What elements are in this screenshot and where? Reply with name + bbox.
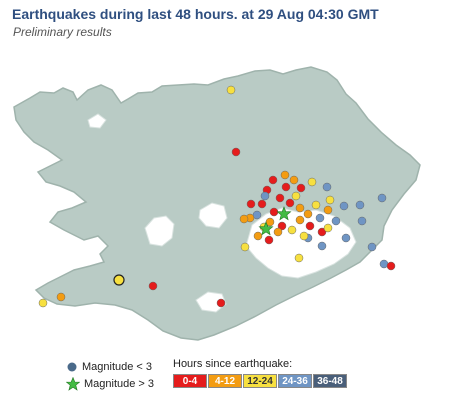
earthquake-marker [273,227,283,237]
earthquake-marker [257,199,267,209]
earthquake-marker [341,233,351,243]
hours-legend: Hours since earthquake: 0-4 4-12 12-24 2… [173,358,348,388]
earthquake-marker [339,201,349,211]
page-title: Earthquakes during last 48 hours. at 29 … [12,6,379,22]
earthquake-marker [322,182,332,192]
hours-legend-title: Hours since earthquake: [173,358,293,370]
earthquake-marker [268,175,278,185]
earthquake-marker [253,231,263,241]
earthquake-marker [355,200,365,210]
circle-icon [67,362,77,371]
glacier-langjokull [144,215,175,247]
earthquake-marker [148,281,158,291]
earthquake-marker [56,292,66,302]
earthquake-marker [377,193,387,203]
glacier-drangajokull [87,113,107,129]
earthquake-marker [317,241,327,251]
legend-label-small: Magnitude < 3 [82,360,153,373]
earthquake-marker [323,223,333,233]
earthquake-marker [287,225,297,235]
earthquake-marker [294,253,304,263]
earthquake-marker [325,195,335,205]
earthquake-marker [38,298,48,308]
large-earthquake-star [258,221,274,236]
glacier-hofsjokull [198,202,228,229]
glacier-myrdalsjokull [195,291,227,313]
earthquake-marker [295,203,305,213]
earthquake-markers [38,85,396,308]
earthquake-marker [317,227,327,237]
legend-label-large: Magnitude > 3 [84,377,155,390]
magnitude-legend: Magnitude < 3 Magnitude > 3 [66,358,154,392]
earthquake-marker [239,214,249,224]
earthquake-marker [285,198,295,208]
earthquake-marker [275,193,285,203]
earthquake-marker [264,235,274,245]
earthquake-marker [216,298,226,308]
hours-bin-0-4: 0-4 [173,374,207,388]
earthquake-marker [281,182,291,192]
earthquake-marker [331,216,341,226]
hours-bin-12-24: 12-24 [243,374,277,388]
earthquake-marker [303,209,313,219]
earthquake-marker [386,261,396,271]
earthquake-marker [246,199,256,209]
page-subtitle: Preliminary results [13,25,112,39]
earthquake-marker [240,242,250,252]
hours-bin-24-36: 24-36 [278,374,312,388]
earthquake-marker [269,207,279,217]
earthquake-marker [260,191,270,201]
earthquake-marker [231,147,241,157]
earthquake-marker [277,221,287,231]
earthquake-marker [379,259,389,269]
earthquake-marker [280,170,290,180]
legend-row-large: Magnitude > 3 [66,375,154,392]
earthquake-marker [291,191,301,201]
earthquake-marker [295,215,305,225]
hours-bin-4-12: 4-12 [208,374,242,388]
earthquake-marker [296,183,306,193]
earthquake-marker [226,85,236,95]
earthquake-marker [307,177,317,187]
earthquake-marker [305,221,315,231]
earthquake-marker [315,213,325,223]
legend-row-small: Magnitude < 3 [66,358,154,375]
earthquake-marker [367,242,377,252]
earthquake-marker [357,216,367,226]
iceland-land [13,66,421,341]
large-earthquake-star [276,206,292,221]
earthquake-marker [323,205,333,215]
earthquake-marker [113,274,125,286]
star-icon [66,376,80,391]
earthquake-marker [311,200,321,210]
earthquake-marker [299,231,309,241]
hours-bin-36-48: 36-48 [313,374,347,388]
earthquake-marker [289,175,299,185]
